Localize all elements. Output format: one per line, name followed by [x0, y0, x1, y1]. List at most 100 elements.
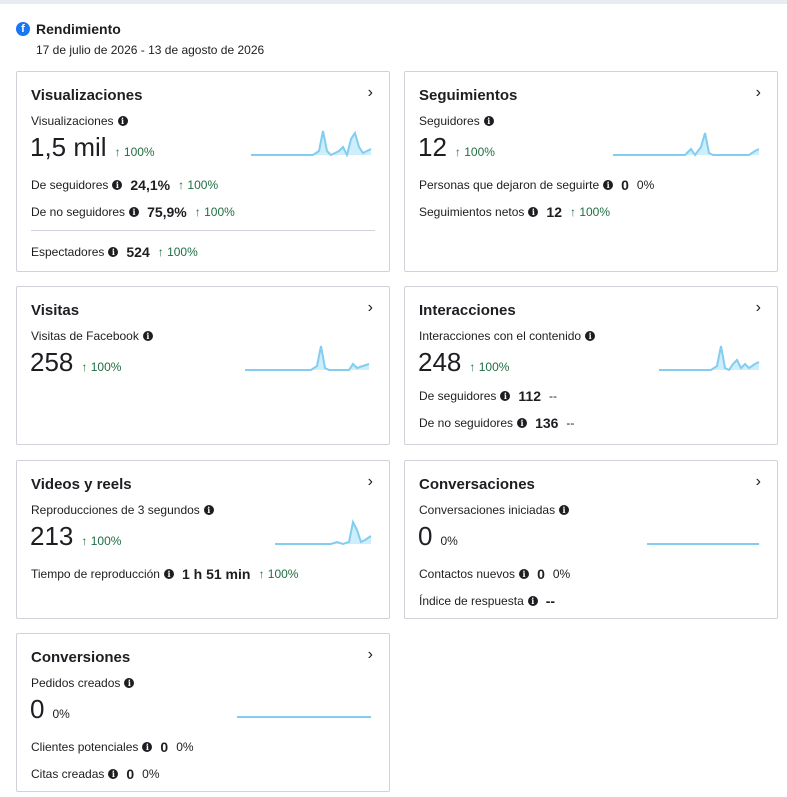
chevron-right-icon[interactable]: › [367, 473, 373, 490]
card-seguimientos[interactable]: Seguimientos › Seguidores i 12 ↑ 100% Pe… [404, 71, 778, 272]
label-text: Interacciones con el contenido [419, 329, 582, 343]
info-icon[interactable]: i [112, 180, 123, 190]
info-icon[interactable]: i [519, 569, 530, 579]
label-text: Conversaciones iniciadas [419, 503, 556, 517]
sparkline [613, 132, 759, 157]
info-icon[interactable]: i [483, 116, 494, 126]
info-icon[interactable]: i [528, 207, 539, 217]
sparkline [251, 130, 372, 157]
card-title: Visitas [31, 302, 80, 319]
performance-header: f Rendimiento 17 de julio de 2026 - 13 d… [16, 21, 264, 57]
change-text: ↑ 100% [454, 145, 495, 159]
new-contacts-row: Contactos nuevos i 0 0% [419, 566, 570, 582]
info-icon[interactable]: i [203, 505, 214, 515]
chevron-right-icon[interactable]: › [755, 299, 761, 316]
label-text: De no seguidores [31, 205, 126, 219]
info-icon[interactable]: i [517, 418, 528, 428]
chevron-right-icon[interactable]: › [367, 299, 373, 316]
info-icon[interactable]: i [585, 331, 596, 341]
card-conversaciones[interactable]: Conversaciones › Conversaciones iniciada… [404, 460, 778, 619]
label-text: Citas creadas [31, 767, 105, 781]
performance-panel: f Rendimiento 17 de julio de 2026 - 13 d… [0, 4, 787, 797]
chevron-right-icon[interactable]: › [755, 473, 761, 490]
change-text: -- [548, 389, 557, 403]
label-text: Clientes potenciales [31, 740, 139, 754]
card-title: Conversiones [31, 649, 131, 666]
value-text: 248 [418, 347, 462, 377]
info-icon[interactable]: i [559, 505, 570, 515]
info-icon[interactable]: i [108, 247, 119, 257]
value-text: 0 [537, 566, 545, 582]
metric-label: Interacciones con el contenido i [419, 329, 596, 343]
value-text: 0 [160, 739, 169, 755]
info-icon[interactable]: i [527, 596, 538, 606]
value-text: 136 [535, 415, 559, 431]
value-text: 12 [418, 132, 447, 162]
sparkline [647, 543, 759, 545]
label-text: Pedidos creados [31, 676, 121, 690]
chevron-right-icon[interactable]: › [755, 84, 761, 101]
info-icon[interactable]: i [603, 180, 614, 190]
info-icon[interactable]: i [117, 116, 128, 126]
chevron-right-icon[interactable]: › [367, 646, 373, 663]
change-text: ↑ 100% [157, 245, 198, 259]
card-conversiones[interactable]: Conversiones › Pedidos creados i 0 0% Cl… [16, 633, 390, 792]
value-text: 12 [546, 204, 562, 220]
viewers-row: Espectadores i 524 ↑ 100% [31, 244, 198, 260]
info-icon[interactable]: i [129, 207, 140, 217]
value-text: 0 [418, 521, 433, 551]
followers-row: De seguidores i 24,1% ↑ 100% [31, 177, 218, 193]
card-videos[interactable]: Videos y reels › Reproducciones de 3 seg… [16, 460, 390, 619]
change-text: ↑ 100% [258, 567, 299, 581]
metric-value: 248 ↑ 100% [418, 347, 509, 378]
value-text: 0 [30, 694, 45, 724]
metric-value: 12 ↑ 100% [418, 132, 495, 163]
non-followers-row: De no seguidores i 136 -- [419, 415, 574, 431]
response-rate-row: Índice de respuesta i -- [419, 593, 555, 609]
change-text: ↑ 100% [81, 360, 122, 374]
chevron-right-icon[interactable]: › [367, 84, 373, 101]
date-range: 17 de julio de 2026 - 13 de agosto de 20… [36, 43, 265, 57]
value-text: 213 [30, 521, 74, 551]
label-text: De no seguidores [419, 416, 514, 430]
facebook-icon: f [16, 22, 30, 36]
card-interacciones[interactable]: Interacciones › Interacciones con el con… [404, 286, 778, 445]
info-icon[interactable]: i [108, 769, 119, 779]
value-text: -- [545, 593, 556, 609]
leads-row: Clientes potenciales i 0 0% [31, 739, 194, 755]
sparkline [245, 345, 370, 371]
change-text: 0% [552, 567, 571, 581]
value-text: 24,1% [130, 177, 171, 193]
metric-value: 213 ↑ 100% [30, 521, 121, 552]
watch-time-row: Tiempo de reproducción i 1 h 51 min ↑ 10… [31, 566, 298, 582]
info-icon[interactable]: i [124, 678, 135, 688]
card-visualizaciones[interactable]: Visualizaciones › Visualizaciones i 1,5 … [16, 71, 390, 272]
card-visitas[interactable]: Visitas › Visitas de Facebook i 258 ↑ 10… [16, 286, 390, 445]
value-text: 258 [30, 347, 74, 377]
card-title: Videos y reels [31, 476, 132, 493]
sparkline [659, 345, 760, 372]
info-icon[interactable]: i [142, 742, 153, 752]
value-text: 524 [126, 244, 150, 260]
appointments-row: Citas creadas i 0 0% [31, 766, 160, 782]
value-text: 1,5 mil [30, 132, 107, 162]
metric-label: Conversaciones iniciadas i [419, 503, 570, 517]
change-text: ↑ 100% [569, 205, 611, 219]
info-icon[interactable]: i [163, 569, 174, 579]
metric-value: 1,5 mil ↑ 100% [30, 132, 155, 163]
change-text: 0% [636, 178, 655, 192]
info-icon[interactable]: i [500, 391, 511, 401]
change-text: 0% [142, 767, 160, 781]
metric-value: 0 0% [418, 521, 458, 552]
change-text: ↑ 100% [114, 145, 155, 159]
label-text: Reproducciones de 3 segundos [31, 503, 200, 517]
metric-value: 0 0% [30, 694, 70, 725]
info-icon[interactable]: i [142, 331, 153, 341]
card-title: Conversaciones [419, 476, 535, 493]
metric-value: 258 ↑ 100% [30, 347, 121, 378]
value-text: 0 [621, 177, 629, 193]
value-text: 75,9% [147, 204, 187, 220]
metric-label: Visitas de Facebook i [31, 329, 153, 343]
label-text: De seguidores [419, 389, 497, 403]
performance-title: Rendimiento [36, 21, 121, 37]
